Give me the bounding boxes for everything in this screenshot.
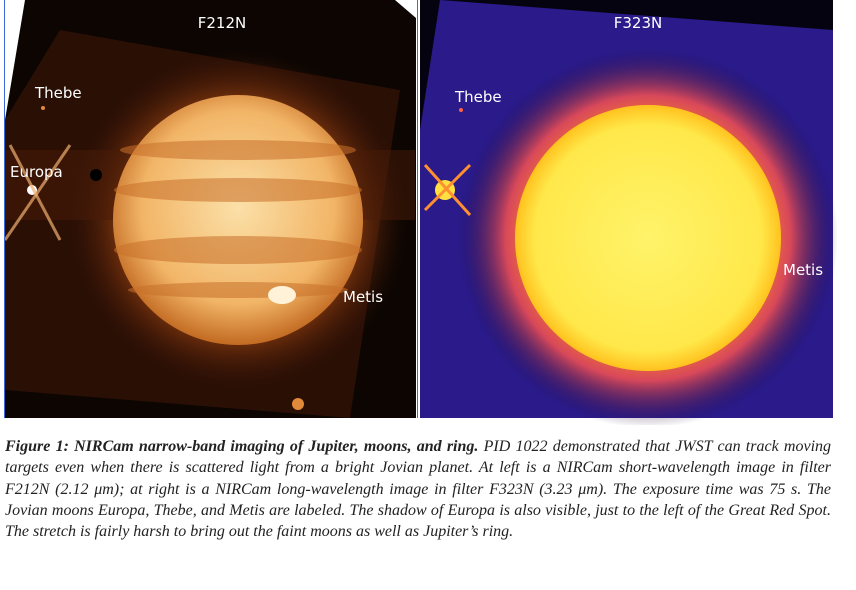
panel-title: F323N <box>614 14 662 32</box>
left-image <box>3 0 418 418</box>
moon-label: Europa <box>10 163 63 181</box>
figure-caption: Figure 1: NIRCam narrow-band imaging of … <box>5 436 831 542</box>
caption-label: Figure 1: NIRCam narrow-band imaging of … <box>5 438 479 455</box>
caption-text: PID 1022 demonstrated that JWST can trac… <box>5 438 832 541</box>
right-image <box>420 0 838 425</box>
moon-label: Metis <box>783 261 823 279</box>
moon-label: Metis <box>343 288 383 306</box>
moon-label: Thebe <box>454 88 502 106</box>
moon-label: Thebe <box>34 84 82 102</box>
figure-images: F212N Thebe Europa Metis F323N Thebe Met… <box>3 0 838 425</box>
panel-title: F212N <box>198 14 246 32</box>
